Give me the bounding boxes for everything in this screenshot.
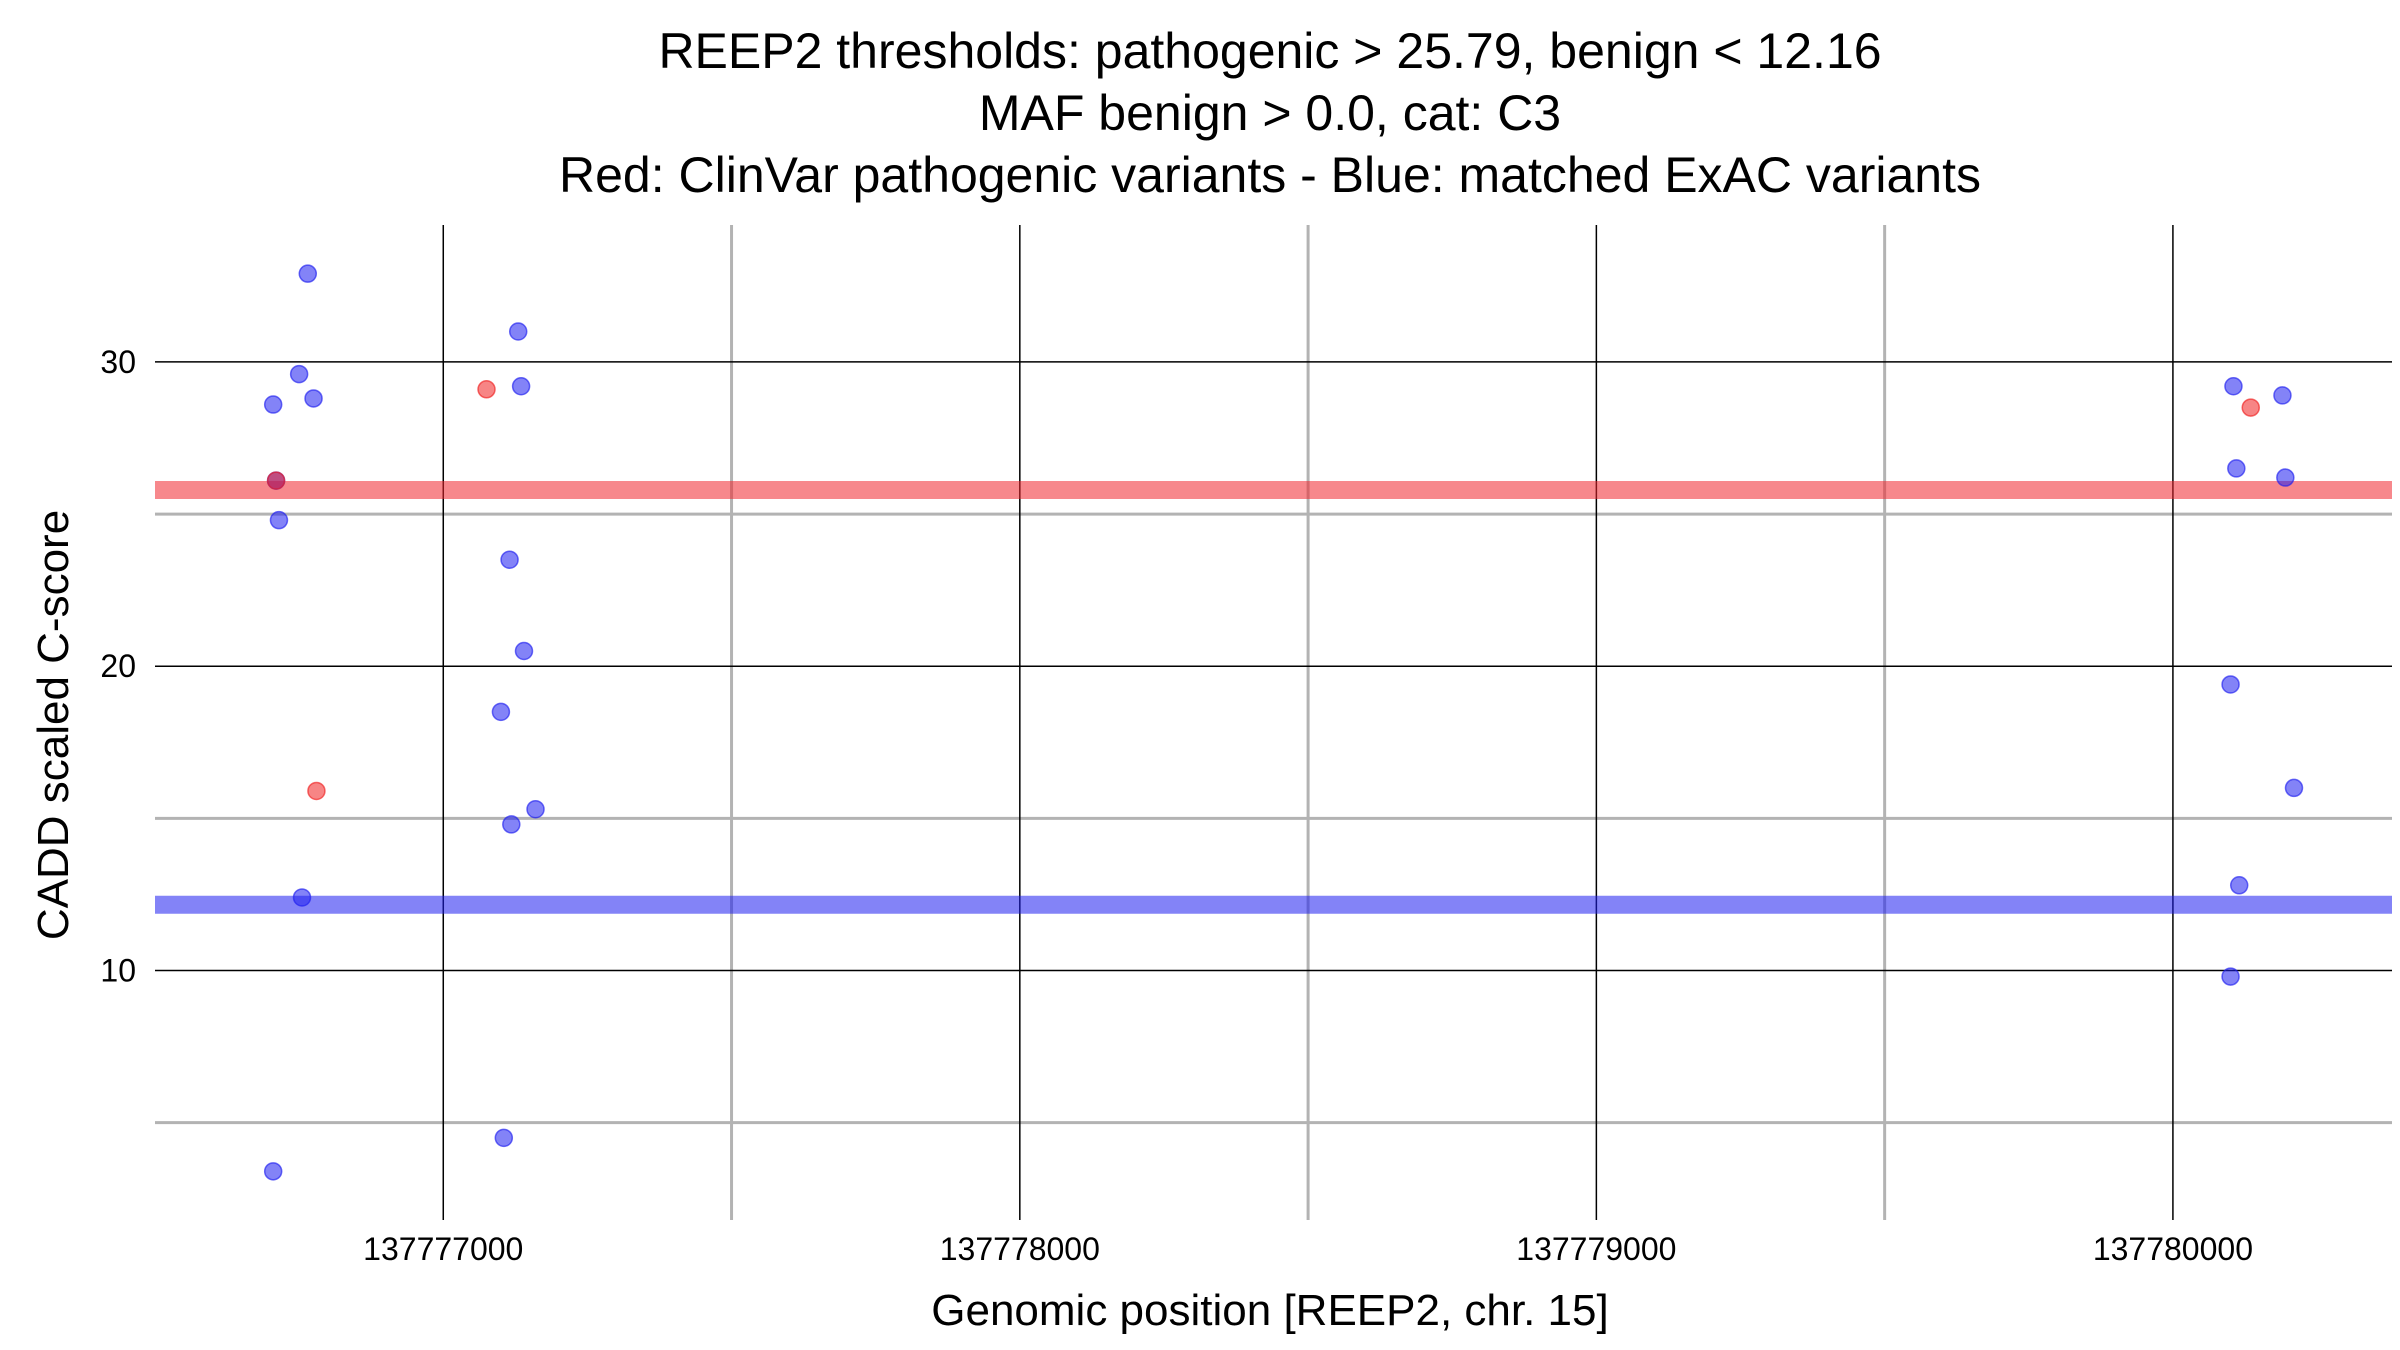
point-clinvar <box>307 781 326 801</box>
point-exac <box>298 264 318 283</box>
point-clinvar <box>477 380 496 399</box>
x-tick-label: 137779000 <box>1516 1231 1676 1267</box>
point-exac <box>500 550 519 569</box>
point-clinvar <box>2241 398 2260 417</box>
x-tick-label: 137777000 <box>363 1231 523 1267</box>
point-exac <box>304 389 323 408</box>
data-points <box>263 264 2304 1181</box>
point-exac <box>2221 967 2240 986</box>
point-exac <box>508 322 528 341</box>
point-exac <box>2227 459 2246 478</box>
y-axis-ticks: 10 20 30 <box>100 344 136 989</box>
y-tick-label: 20 <box>100 648 136 684</box>
threshold-lines <box>155 481 2392 914</box>
point-exac <box>289 364 309 384</box>
point-exac <box>269 510 289 530</box>
point-exac <box>511 377 531 396</box>
point-exac <box>2284 778 2304 798</box>
chart-title-line-2: MAF benign > 0.0, cat: C3 <box>978 85 1562 141</box>
point-exac <box>502 815 521 834</box>
major-grid <box>155 225 2392 1220</box>
point-exac <box>526 799 545 819</box>
x-axis-ticks: 137777000 137778000 137779000 137780000 <box>363 1231 2253 1267</box>
point-exac <box>2221 675 2240 694</box>
point-exac <box>2276 468 2295 487</box>
point-exac <box>514 641 534 661</box>
x-axis-title: Genomic position [REEP2, chr. 15] <box>931 1286 1608 1335</box>
point-exac <box>2224 377 2243 396</box>
point-exac <box>2229 876 2249 895</box>
point-exac <box>494 1128 514 1148</box>
y-axis-title: CADD scaled C-score <box>29 510 78 940</box>
x-tick-label: 137778000 <box>940 1231 1100 1267</box>
y-tick-label: 10 <box>100 952 136 988</box>
point-exac <box>292 888 312 907</box>
point-exac <box>2273 386 2292 405</box>
point-exac <box>263 395 283 414</box>
chart-title-line-3: Red: ClinVar pathogenic variants - Blue:… <box>559 147 1981 203</box>
y-tick-label: 30 <box>100 344 136 380</box>
point-exac <box>491 702 511 722</box>
point-clinvar <box>266 471 286 490</box>
x-tick-label: 137780000 <box>2093 1231 2253 1267</box>
point-exac <box>263 1162 283 1181</box>
minor-grid <box>155 225 2392 1220</box>
chart-title-line-1: REEP2 thresholds: pathogenic > 25.79, be… <box>658 23 1882 79</box>
